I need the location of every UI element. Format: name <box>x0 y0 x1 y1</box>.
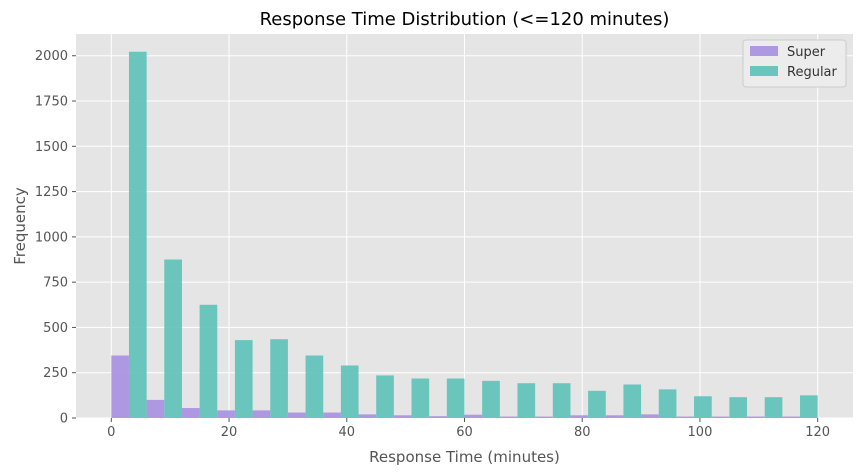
bar-super <box>535 416 553 418</box>
x-axis-ticks: 0 20 40 60 80 100 120 <box>107 418 830 440</box>
bar-super <box>287 412 306 418</box>
bar-super <box>429 416 447 418</box>
bar-super <box>605 415 624 418</box>
bar-super <box>464 414 483 418</box>
bar-regular <box>694 396 712 418</box>
x-tick-label: 120 <box>805 425 830 440</box>
y-axis-ticks: 0 250 500 750 1000 1250 1500 1750 2000 <box>35 49 76 427</box>
bar-regular <box>482 380 500 418</box>
chart-title: Response Time Distribution (<=120 minute… <box>260 9 670 30</box>
bar-super <box>782 416 801 418</box>
bar-regular <box>588 390 606 418</box>
bar-regular <box>552 383 571 418</box>
bar-regular <box>729 397 748 418</box>
y-tick-label: 250 <box>43 366 68 381</box>
y-tick-label: 1500 <box>35 140 68 155</box>
bar-super <box>111 355 129 418</box>
bar-regular <box>305 355 324 418</box>
y-tick-label: 1000 <box>35 230 68 245</box>
legend-label-super: Super <box>787 45 826 60</box>
bar-super <box>747 416 765 418</box>
x-tick-label: 20 <box>221 425 238 440</box>
bar-super <box>323 412 341 418</box>
bar-super <box>570 415 589 418</box>
x-axis-label: Response Time (minutes) <box>369 448 560 466</box>
x-tick-label: 100 <box>688 425 713 440</box>
y-tick-label: 500 <box>43 321 68 336</box>
y-tick-label: 2000 <box>35 49 68 64</box>
bar-super <box>393 415 412 418</box>
legend: Super Regular <box>742 39 847 88</box>
bar-regular <box>199 304 218 418</box>
bar-regular <box>411 378 430 418</box>
bar-regular <box>517 383 536 418</box>
y-axis-label: Frequency <box>11 187 29 265</box>
bars <box>111 51 818 418</box>
bar-super <box>641 414 659 418</box>
bar-regular <box>800 395 818 418</box>
bar-regular <box>164 259 182 418</box>
bar-regular <box>658 389 677 418</box>
bar-regular <box>128 51 147 418</box>
y-tick-label: 750 <box>43 276 68 291</box>
y-tick-label: 0 <box>60 412 68 427</box>
bar-super <box>181 408 200 418</box>
bar-super <box>499 416 518 418</box>
bar-super <box>252 410 271 418</box>
bar-regular <box>270 339 288 418</box>
bar-regular <box>340 365 359 418</box>
bar-regular <box>623 384 642 418</box>
bar-regular <box>234 340 253 418</box>
legend-label-regular: Regular <box>787 65 838 80</box>
bar-regular <box>764 397 783 418</box>
y-tick-label: 1750 <box>35 95 68 110</box>
bar-super <box>358 414 377 418</box>
x-tick-label: 40 <box>338 425 355 440</box>
bar-super <box>146 399 165 418</box>
bar-regular <box>376 375 394 418</box>
x-tick-label: 0 <box>107 425 115 440</box>
x-tick-label: 80 <box>574 425 591 440</box>
y-tick-label: 1250 <box>35 185 68 200</box>
bar-regular <box>446 378 465 418</box>
bar-super <box>676 416 695 418</box>
legend-swatch-regular <box>750 66 778 76</box>
bar-super <box>711 416 730 418</box>
x-tick-label: 60 <box>456 425 473 440</box>
bar-super <box>217 410 235 418</box>
legend-swatch-super <box>750 46 778 56</box>
